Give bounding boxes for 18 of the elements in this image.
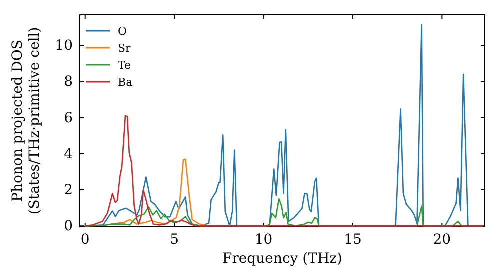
y-tick-label: 0 xyxy=(64,218,73,235)
x-tick-label: 20 xyxy=(433,232,452,248)
y-tick-label: 6 xyxy=(64,110,74,126)
y-tick-label: 2 xyxy=(64,182,73,198)
legend-label: Te xyxy=(118,58,131,72)
y-tick-label: 10 xyxy=(55,38,73,54)
legend-label: O xyxy=(118,24,128,38)
x-tick-label: 10 xyxy=(254,232,273,248)
y-axis-title: Phonon projected DOS (States/THz·primitive cell) xyxy=(10,27,43,215)
y-tick-label: 4 xyxy=(64,146,74,162)
y-tick-label: 8 xyxy=(64,74,73,90)
x-axis-title: Frequency (THz) xyxy=(222,251,343,267)
x-tick-label: 15 xyxy=(344,232,362,248)
legend-label: Ba xyxy=(118,76,134,89)
legend-label: Sr xyxy=(118,42,132,55)
line-series xyxy=(84,115,484,227)
x-tick-label: 5 xyxy=(170,232,180,248)
x-tick-label: 0 xyxy=(80,232,90,248)
